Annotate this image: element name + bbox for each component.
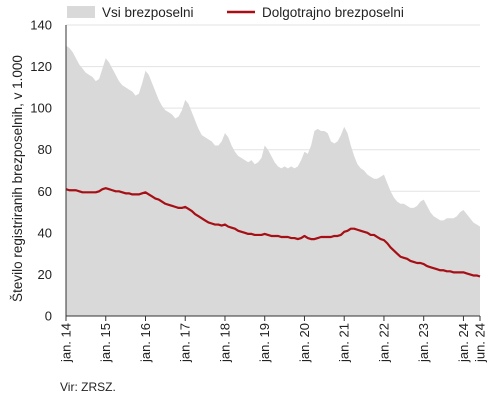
axes	[65, 25, 480, 317]
y-tick-label-100: 100	[30, 101, 52, 116]
y-tick-label-80: 80	[38, 142, 52, 157]
source-note: Vir: ZRSZ.	[60, 380, 116, 394]
x-tick-label: jan. 23	[416, 323, 431, 363]
legend-swatch-area	[67, 6, 95, 18]
x-tick-label: jun. 24	[473, 323, 488, 363]
x-tick-label: jan. 15	[98, 323, 113, 363]
legend-label: Vsi brezposelni	[102, 5, 194, 20]
x-tick-labels: jan. 14 jan. 15 jan. 16 jan. 17 jan. 18 jan. …	[59, 316, 488, 363]
y-tick-label-20: 20	[38, 267, 52, 282]
x-tick-label: jan. 14	[59, 323, 74, 363]
y-tick-labels: 0 20 40 60 80 100 120 140	[30, 18, 52, 324]
y-tick-label-140: 140	[30, 18, 52, 33]
x-tick-label: jan. 22	[376, 323, 391, 363]
x-tick-label: jan. 16	[138, 323, 153, 363]
series-1-area	[66, 45, 480, 316]
series-2-line	[65, 187, 481, 278]
legend-label: Dolgotrajno brezposelni	[262, 5, 404, 20]
legend: Vsi brezposelni Dolgotrajno brezposelni	[67, 5, 404, 20]
y-tick-label-120: 120	[30, 59, 52, 74]
x-tick-label: jan. 18	[217, 323, 232, 363]
y-tick-label-0: 0	[45, 309, 52, 324]
x-tick-label: jan. 19	[257, 323, 272, 363]
x-tick-label: jan. 21	[337, 323, 352, 363]
x-tick-label: jan. 20	[297, 323, 312, 363]
x-tick-label: jan. 24	[456, 323, 471, 363]
y-tick-label-40: 40	[38, 225, 52, 240]
area-series-layer	[66, 45, 480, 316]
y-tick-label-60: 60	[38, 184, 52, 199]
x-tick-label: jan. 17	[178, 323, 193, 363]
y-axis-title: Število registriranih brezposelnih, v 1.…	[10, 55, 25, 302]
line-series-layer	[65, 187, 481, 278]
